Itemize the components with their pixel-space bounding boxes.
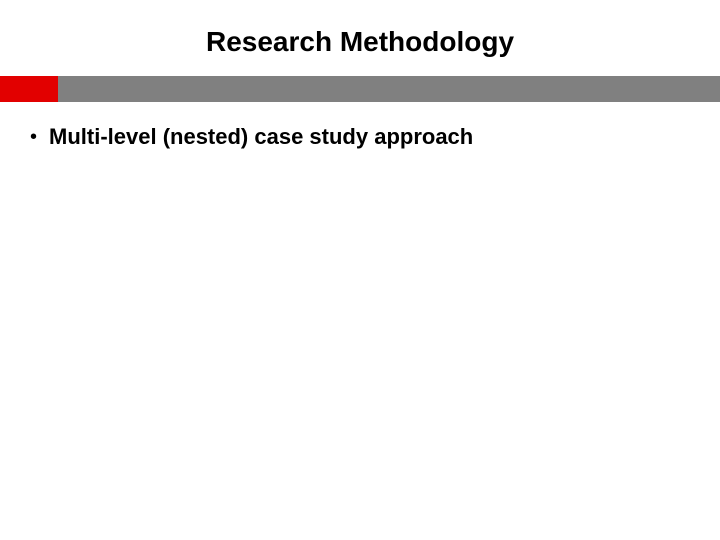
bullet-list: • Multi-level (nested) case study approa… — [30, 124, 720, 150]
bullet-item: • Multi-level (nested) case study approa… — [30, 124, 720, 150]
bullet-text: Multi-level (nested) case study approach — [49, 124, 473, 150]
gray-bar — [0, 76, 720, 102]
title-area: Research Methodology — [0, 0, 720, 76]
slide-title: Research Methodology — [0, 26, 720, 58]
bullet-marker-icon: • — [30, 124, 37, 150]
divider-bar — [0, 76, 720, 102]
content-area: • Multi-level (nested) case study approa… — [0, 102, 720, 150]
red-accent-block — [0, 76, 58, 102]
